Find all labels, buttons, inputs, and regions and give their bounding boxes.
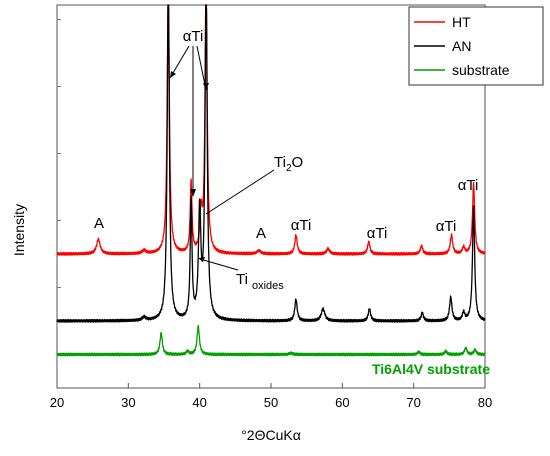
x-tick-label: 80: [478, 395, 492, 410]
x-axis-label: °2ΘCuKα: [241, 427, 301, 443]
annotation-alpha-ti-78: αTi: [458, 177, 479, 194]
series-traces: [56, 4, 486, 357]
x-tick-label: 60: [335, 395, 349, 410]
annotation-ti-oxides-arrowhead: [198, 257, 205, 262]
annotation-arrow-right: [196, 45, 207, 91]
series-line-an: [56, 4, 486, 323]
legend-label-substrate: substrate: [452, 62, 510, 78]
annotation-ti2o-leader: [205, 169, 275, 215]
annotation-a-26: A: [94, 215, 104, 232]
series-line-substrate: [56, 324, 486, 357]
x-tick-label: 30: [121, 395, 135, 410]
annotation-alpha-ti-75: αTi: [436, 218, 457, 235]
annotation-arrowhead-center: [190, 189, 196, 197]
legend: HT AN substrate: [408, 6, 544, 86]
legend-label-an: AN: [452, 38, 471, 54]
x-tick-label: 20: [50, 395, 64, 410]
x-tick-label: 50: [264, 395, 278, 410]
annotation-alpha-ti-64: αTi: [367, 225, 388, 242]
annotation-ti2o: Ti2O: [274, 154, 303, 174]
series-line-ht: [56, 4, 486, 256]
annotation-ti-oxides-leader: [199, 258, 239, 271]
annotation-arrowhead-left: [170, 71, 176, 78]
annotation-alpha-ti-top: αTi: [183, 28, 204, 45]
annotation-ti-oxides: Ti oxides: [236, 271, 284, 292]
substrate-label: Ti6Al4V substrate: [372, 361, 490, 377]
y-axis-ticks: [57, 19, 61, 355]
x-tick-label: 40: [192, 395, 206, 410]
y-axis-label: Intensity: [11, 204, 27, 256]
annotation-alpha-ti-53: αTi: [291, 217, 312, 234]
legend-label-ht: HT: [452, 14, 471, 30]
annotation-arrowhead-right: [203, 83, 209, 90]
annotation-a-48: A: [256, 225, 266, 242]
x-axis-ticks: 20 30 40 50 60 70 80: [50, 383, 492, 410]
x-tick-label: 70: [406, 395, 420, 410]
